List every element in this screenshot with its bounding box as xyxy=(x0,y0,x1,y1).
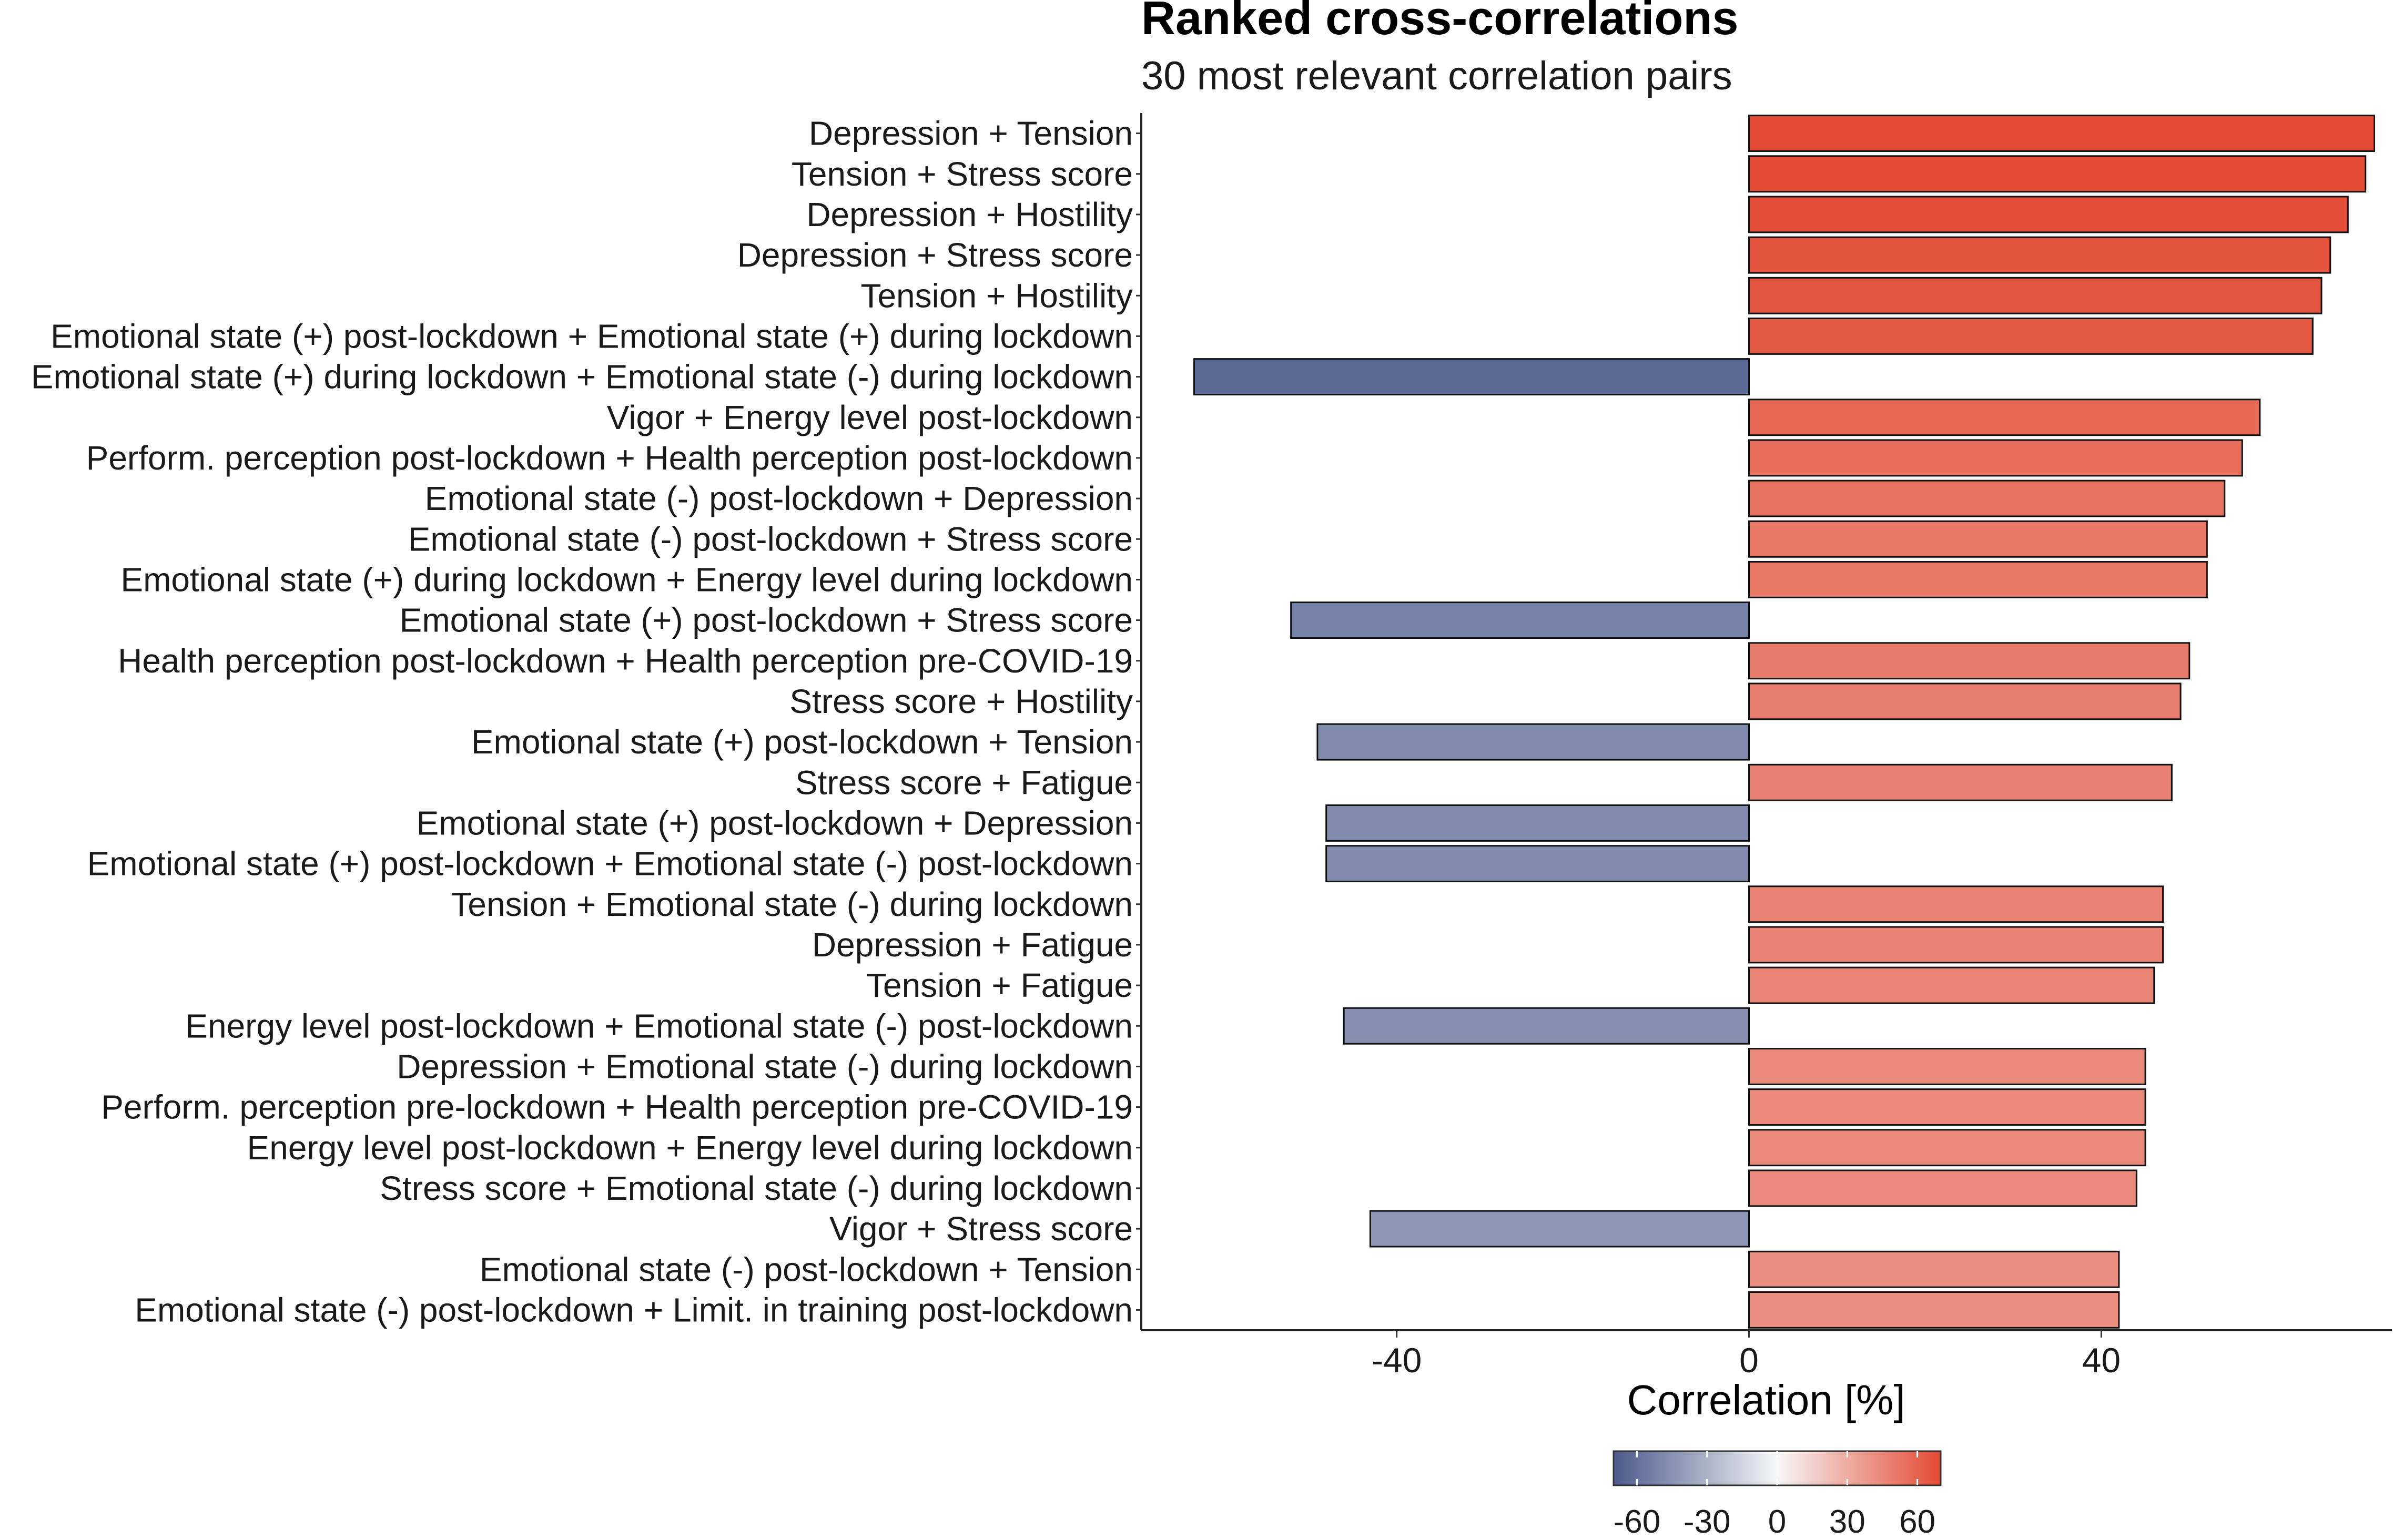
category-label-20: Tension + Emotional state (-) during loc… xyxy=(451,885,1133,923)
bar-6 xyxy=(1748,317,2314,355)
bar-10 xyxy=(1748,480,2226,517)
bar-19 xyxy=(1325,845,1750,883)
colorbar-label-5: 60 xyxy=(1899,1504,1935,1537)
bar-8 xyxy=(1748,399,2261,436)
bar-20 xyxy=(1748,885,2164,923)
x-tick-label-1: -40 xyxy=(1372,1341,1422,1380)
category-label-12: Emotional state (+) during lockdown + En… xyxy=(120,560,1133,598)
x-axis-title: Correlation [%] xyxy=(1627,1376,1905,1423)
bar-5 xyxy=(1748,277,2323,314)
x-tick-label-2: 0 xyxy=(1739,1341,1759,1380)
category-label-10: Emotional state (-) post-lockdown + Depr… xyxy=(425,480,1133,517)
bar-25 xyxy=(1748,1088,2146,1126)
bar-26 xyxy=(1748,1129,2146,1167)
chart-subtitle: 30 most relevant correlation pairs xyxy=(1141,54,1732,98)
bar-7 xyxy=(1193,358,1750,396)
colorbar-label-2: -30 xyxy=(1684,1504,1731,1537)
category-label-26: Energy level post-lockdown + Energy leve… xyxy=(247,1129,1133,1167)
colorbar-label-4: 30 xyxy=(1829,1504,1865,1537)
bar-27 xyxy=(1748,1169,2137,1207)
category-label-30: Emotional state (-) post-lockdown + Limi… xyxy=(135,1291,1133,1329)
category-label-6: Emotional state (+) post-lockdown + Emot… xyxy=(50,317,1133,355)
category-label-8: Vigor + Energy level post-lockdown xyxy=(607,399,1133,436)
bar-11 xyxy=(1748,520,2208,558)
bar-22 xyxy=(1748,966,2155,1004)
bar-30 xyxy=(1748,1291,2120,1329)
x-tick-label-3: 40 xyxy=(2082,1341,2121,1380)
category-label-16: Emotional state (+) post-lockdown + Tens… xyxy=(471,723,1133,761)
category-label-28: Vigor + Stress score xyxy=(829,1210,1133,1248)
bar-28 xyxy=(1369,1210,1750,1248)
category-label-24: Depression + Emotional state (-) during … xyxy=(397,1047,1133,1085)
bars-layer xyxy=(1193,115,2376,1329)
bar-9 xyxy=(1748,439,2243,477)
category-label-2: Tension + Stress score xyxy=(792,155,1133,193)
bar-29 xyxy=(1748,1250,2120,1288)
bar-3 xyxy=(1748,196,2349,233)
bar-1 xyxy=(1748,115,2376,152)
category-label-11: Emotional state (-) post-lockdown + Stre… xyxy=(408,520,1133,558)
bar-23 xyxy=(1343,1007,1750,1045)
bar-24 xyxy=(1748,1047,2146,1085)
category-label-23: Energy level post-lockdown + Emotional s… xyxy=(185,1007,1133,1045)
bar-16 xyxy=(1316,723,1750,761)
category-label-3: Depression + Hostility xyxy=(806,196,1133,233)
category-label-7: Emotional state (+) during lockdown + Em… xyxy=(31,358,1133,396)
category-label-1: Depression + Tension xyxy=(809,115,1133,152)
category-label-17: Stress score + Fatigue xyxy=(795,763,1133,801)
chart-title: Ranked cross-correlations xyxy=(1141,0,1738,45)
bar-21 xyxy=(1748,926,2164,964)
bar-14 xyxy=(1748,642,2191,680)
category-label-27: Stress score + Emotional state (-) durin… xyxy=(380,1169,1133,1207)
bar-13 xyxy=(1290,601,1750,639)
category-label-13: Emotional state (+) post-lockdown + Stre… xyxy=(400,601,1133,639)
colorbar-legend: -60 -30 0 30 60 xyxy=(1613,1450,1942,1540)
category-label-9: Perform. perception post-lockdown + Heal… xyxy=(86,439,1133,477)
bar-4 xyxy=(1748,236,2331,274)
bar-18 xyxy=(1325,804,1750,842)
colorbar-label-3: 0 xyxy=(1768,1504,1786,1537)
category-label-4: Depression + Stress score xyxy=(737,236,1133,274)
bar-17 xyxy=(1748,763,2173,801)
category-label-5: Tension + Hostility xyxy=(860,277,1133,314)
colorbar-label-1: -60 xyxy=(1614,1504,1661,1537)
category-label-21: Depression + Fatigue xyxy=(812,926,1133,964)
category-label-25: Perform. perception pre-lockdown + Healt… xyxy=(101,1088,1133,1126)
category-label-19: Emotional state (+) post-lockdown + Emot… xyxy=(87,845,1133,883)
bar-2 xyxy=(1748,155,2367,193)
axes: -40 0 40 xyxy=(1140,113,2392,1380)
category-label-29: Emotional state (-) post-lockdown + Tens… xyxy=(480,1250,1133,1288)
category-label-18: Emotional state (+) post-lockdown + Depr… xyxy=(417,804,1133,842)
bar-12 xyxy=(1748,560,2208,598)
category-label-22: Tension + Fatigue xyxy=(866,966,1133,1004)
category-label-15: Stress score + Hostility xyxy=(789,682,1133,720)
bar-15 xyxy=(1748,682,2182,720)
category-label-14: Health perception post-lockdown + Health… xyxy=(118,642,1133,680)
